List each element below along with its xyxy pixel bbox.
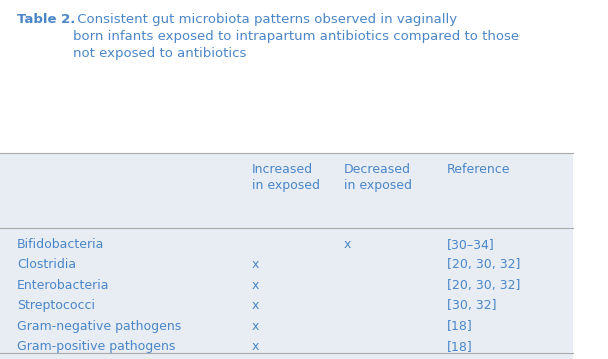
Text: [30–34]: [30–34] [447, 238, 494, 251]
Text: Bifidobacteria: Bifidobacteria [17, 238, 105, 251]
Text: Table 2.: Table 2. [17, 13, 75, 25]
Text: x: x [252, 279, 260, 292]
Text: Gram-positive pathogens: Gram-positive pathogens [17, 340, 176, 353]
Text: x: x [252, 320, 260, 332]
Text: [20, 30, 32]: [20, 30, 32] [447, 258, 520, 271]
Text: Clostridia: Clostridia [17, 258, 77, 271]
Text: Enterobacteria: Enterobacteria [17, 279, 109, 292]
Text: x: x [344, 238, 351, 251]
Text: Gram-negative pathogens: Gram-negative pathogens [17, 320, 181, 332]
FancyBboxPatch shape [0, 153, 573, 359]
Text: Decreased
in exposed: Decreased in exposed [344, 163, 412, 192]
Text: [20, 30, 32]: [20, 30, 32] [447, 279, 520, 292]
Text: [18]: [18] [447, 320, 472, 332]
Text: Increased
in exposed: Increased in exposed [252, 163, 320, 192]
Text: [30, 32]: [30, 32] [447, 299, 496, 312]
Text: Consistent gut microbiota patterns observed in vaginally
born infants exposed to: Consistent gut microbiota patterns obser… [74, 13, 519, 60]
Text: [18]: [18] [447, 340, 472, 353]
Text: Reference: Reference [447, 163, 510, 176]
Text: x: x [252, 299, 260, 312]
Text: Streptococci: Streptococci [17, 299, 95, 312]
Text: x: x [252, 258, 260, 271]
Text: x: x [252, 340, 260, 353]
